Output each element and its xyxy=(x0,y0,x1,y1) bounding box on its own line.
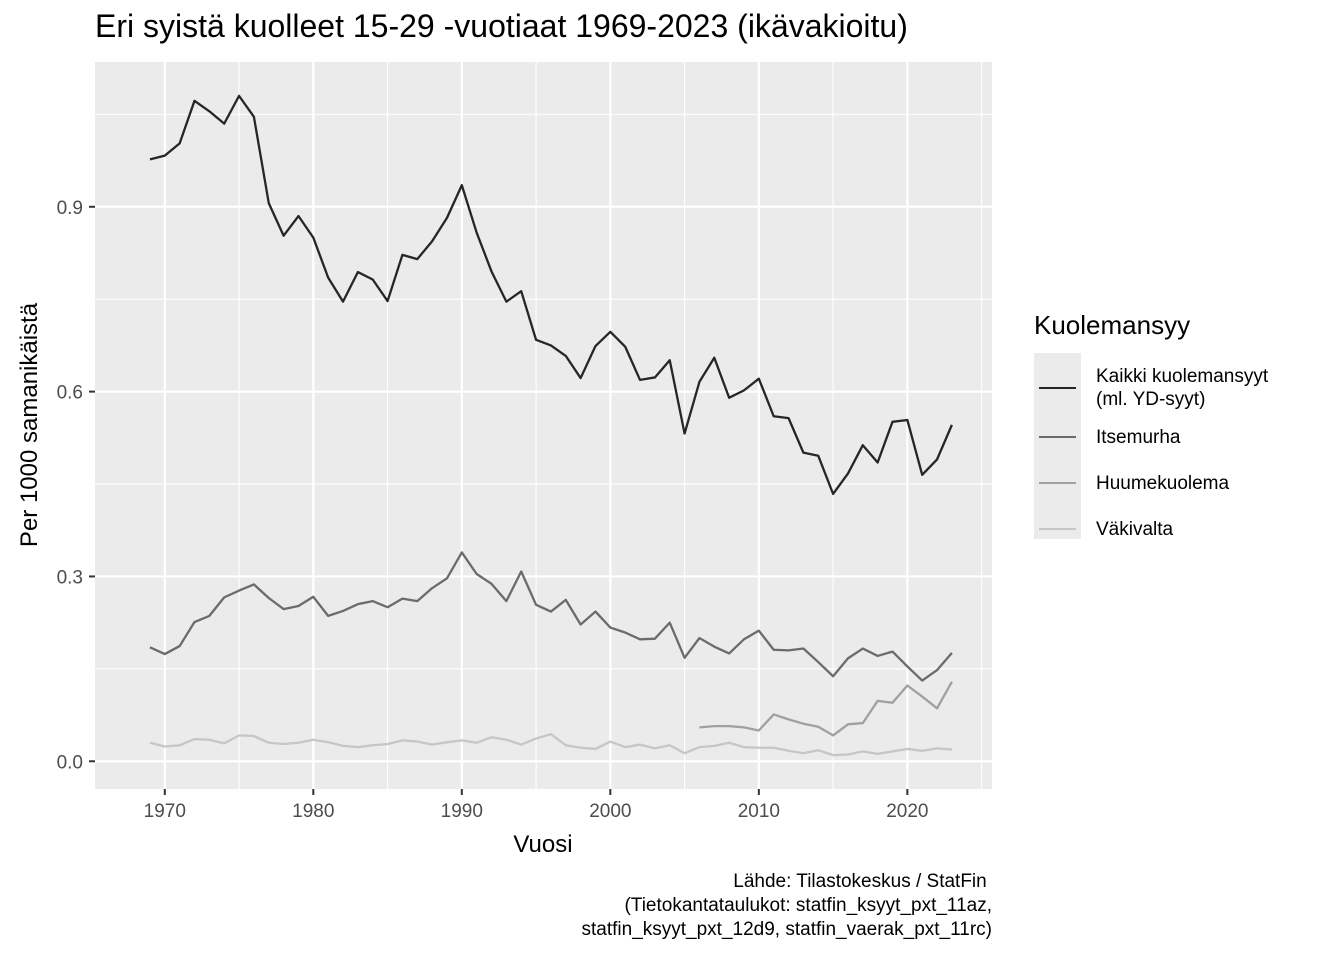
legend-key-background xyxy=(1034,353,1081,539)
legend-swatch xyxy=(1039,436,1076,438)
y-tick-label: 0.6 xyxy=(57,383,83,404)
caption-line: (Tietokantataulukot: statfin_ksyyt_pxt_1… xyxy=(624,895,992,916)
legend-item: Huumekuolema xyxy=(1034,460,1334,506)
legend-label: Huumekuolema xyxy=(1096,472,1229,495)
legend-swatch xyxy=(1039,528,1076,530)
caption-line: statfin_ksyyt_pxt_12d9, statfin_vaerak_p… xyxy=(581,919,993,940)
legend-swatch xyxy=(1039,386,1076,389)
plot-panel xyxy=(95,62,992,789)
x-axis-title: Vuosi xyxy=(513,831,572,858)
legend-item: Itsemurha xyxy=(1034,414,1334,460)
y-tick-label: 0.3 xyxy=(57,567,83,588)
x-tick-label: 1970 xyxy=(144,801,186,822)
x-tick-label: 1990 xyxy=(441,801,483,822)
legend-swatch xyxy=(1039,482,1076,484)
legend-item: Väkivalta xyxy=(1034,506,1334,552)
legend-label-line: Kaikki kuolemansyyt xyxy=(1096,365,1269,387)
minor-gridlines xyxy=(95,62,992,789)
legend-label: Väkivalta xyxy=(1096,518,1173,541)
x-tick-label: 2010 xyxy=(738,801,780,822)
y-tick-label: 0.0 xyxy=(57,752,83,773)
x-axis: 1970 1980 1990 2000 2010 2020 xyxy=(144,789,928,822)
legend: Kuolemansyy Kaikki kuolemansyyt (ml. YD-s… xyxy=(1034,310,1268,540)
series-line-huumekuolema xyxy=(699,681,953,737)
x-tick-label: 1980 xyxy=(292,801,334,822)
series-line-itsemurha xyxy=(149,551,953,682)
y-tick-label: 0.9 xyxy=(57,198,83,219)
series-line-väkivalta xyxy=(149,733,952,757)
legend-title: Kuolemansyy xyxy=(1034,310,1191,340)
x-tick-label: 2020 xyxy=(886,801,928,822)
y-axis-title: Per 1000 samanikäistä xyxy=(16,302,43,547)
legend-label-line: Itsemurha xyxy=(1096,426,1181,448)
source-caption: Lähde: Tilastokeskus / StatFin (Tietokan… xyxy=(582,870,993,942)
legend-label: Kaikki kuolemansyyt (ml. YD-syyt) xyxy=(1096,365,1268,411)
chart-title: Eri syistä kuolleet 15-29 -vuotiaat 1969… xyxy=(95,8,908,44)
legend-item: Kaikki kuolemansyyt (ml. YD-syyt) xyxy=(1034,353,1334,422)
legend-label: Itsemurha xyxy=(1096,426,1180,449)
caption-line: Lähde: Tilastokeskus / StatFin xyxy=(733,871,992,892)
series-lines xyxy=(149,94,953,757)
y-axis: 0.0 0.3 0.6 0.9 xyxy=(57,198,95,773)
series-line-kaikki-kuolemansyyt-ml-yd-syyt xyxy=(149,94,953,496)
legend-label-line: Huumekuolema xyxy=(1096,472,1230,494)
legend-label-line: (ml. YD-syyt) xyxy=(1096,388,1206,410)
x-tick-label: 2000 xyxy=(589,801,631,822)
legend-label-line: Väkivalta xyxy=(1096,518,1174,540)
